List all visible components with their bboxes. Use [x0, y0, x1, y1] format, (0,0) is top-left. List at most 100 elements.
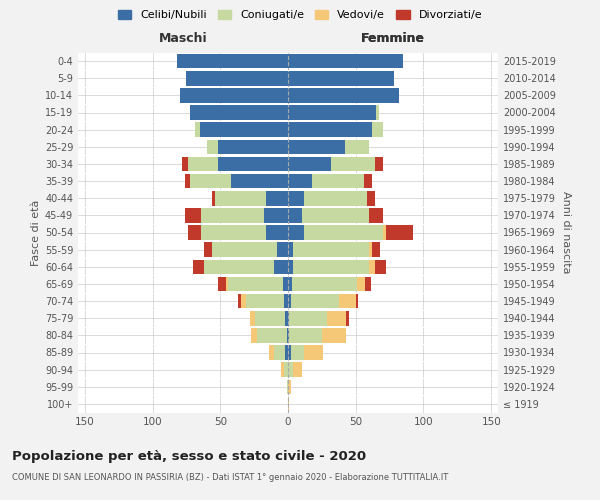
Bar: [289, 311, 327, 326]
Bar: [193, 260, 204, 274]
Bar: [288, 328, 289, 342]
Bar: [284, 362, 288, 377]
Bar: [288, 105, 376, 120]
Bar: [288, 396, 289, 411]
Bar: [288, 380, 291, 394]
Bar: [288, 54, 403, 68]
Text: Maschi: Maschi: [158, 32, 208, 46]
Bar: [365, 276, 371, 291]
Bar: [288, 88, 399, 102]
Bar: [346, 311, 349, 326]
Bar: [226, 276, 229, 291]
Bar: [327, 311, 346, 326]
Bar: [288, 174, 313, 188]
Bar: [185, 208, 201, 222]
Bar: [357, 276, 365, 291]
Bar: [340, 294, 356, 308]
Bar: [356, 294, 358, 308]
Bar: [215, 191, 266, 206]
Bar: [364, 174, 372, 188]
Bar: [187, 71, 288, 86]
Bar: [257, 328, 287, 342]
Bar: [375, 260, 386, 274]
Bar: [266, 191, 288, 206]
Bar: [269, 345, 274, 360]
Bar: [367, 191, 375, 206]
Bar: [288, 294, 291, 308]
Bar: [204, 242, 212, 257]
Bar: [304, 345, 323, 360]
Bar: [188, 225, 201, 240]
Bar: [256, 311, 285, 326]
Bar: [274, 345, 285, 360]
Text: Femmine: Femmine: [361, 32, 425, 46]
Y-axis label: Fasce di età: Fasce di età: [31, 200, 41, 266]
Bar: [304, 225, 383, 240]
Legend: Celibi/Nubili, Coniugati/e, Vedovi/e, Divorziati/e: Celibi/Nubili, Coniugati/e, Vedovi/e, Di…: [113, 6, 487, 25]
Bar: [212, 242, 277, 257]
Bar: [288, 156, 331, 171]
Bar: [369, 242, 372, 257]
Bar: [212, 191, 215, 206]
Bar: [177, 54, 288, 68]
Bar: [288, 140, 345, 154]
Bar: [190, 105, 288, 120]
Bar: [293, 362, 302, 377]
Bar: [179, 88, 288, 102]
Bar: [200, 122, 288, 137]
Bar: [277, 242, 288, 257]
Bar: [288, 208, 302, 222]
Bar: [246, 294, 284, 308]
Bar: [288, 225, 304, 240]
Bar: [386, 225, 413, 240]
Bar: [238, 294, 241, 308]
Bar: [369, 260, 375, 274]
Bar: [182, 156, 188, 171]
Bar: [288, 191, 304, 206]
Bar: [287, 328, 288, 342]
Bar: [291, 294, 340, 308]
Bar: [288, 345, 291, 360]
Bar: [190, 174, 231, 188]
Bar: [263, 208, 288, 222]
Bar: [229, 276, 283, 291]
Bar: [218, 140, 288, 154]
Bar: [288, 260, 293, 274]
Text: Popolazione per età, sesso e stato civile - 2020: Popolazione per età, sesso e stato civil…: [12, 450, 366, 463]
Bar: [289, 328, 322, 342]
Text: Femmine: Femmine: [361, 32, 425, 46]
Bar: [287, 380, 288, 394]
Bar: [231, 174, 288, 188]
Bar: [288, 362, 293, 377]
Bar: [207, 140, 218, 154]
Y-axis label: Anni di nascita: Anni di nascita: [561, 191, 571, 274]
Bar: [266, 225, 288, 240]
Bar: [369, 208, 383, 222]
Bar: [241, 294, 246, 308]
Bar: [251, 328, 257, 342]
Bar: [293, 242, 369, 257]
Bar: [372, 242, 380, 257]
Bar: [283, 276, 288, 291]
Bar: [304, 191, 367, 206]
Bar: [204, 260, 274, 274]
Bar: [292, 276, 357, 291]
Bar: [288, 242, 293, 257]
Bar: [285, 345, 288, 360]
Bar: [274, 260, 288, 274]
Bar: [376, 105, 379, 120]
Text: COMUNE DI SAN LEONARDO IN PASSIRIA (BZ) - Dati ISTAT 1° gennaio 2020 - Elaborazi: COMUNE DI SAN LEONARDO IN PASSIRIA (BZ) …: [12, 472, 448, 482]
Bar: [201, 225, 266, 240]
Bar: [302, 208, 369, 222]
Bar: [188, 156, 218, 171]
Bar: [185, 174, 190, 188]
Bar: [288, 71, 394, 86]
Bar: [375, 156, 383, 171]
Bar: [291, 345, 304, 360]
Bar: [194, 122, 200, 137]
Bar: [331, 156, 375, 171]
Bar: [288, 122, 372, 137]
Bar: [281, 362, 284, 377]
Bar: [201, 208, 263, 222]
Bar: [250, 311, 256, 326]
